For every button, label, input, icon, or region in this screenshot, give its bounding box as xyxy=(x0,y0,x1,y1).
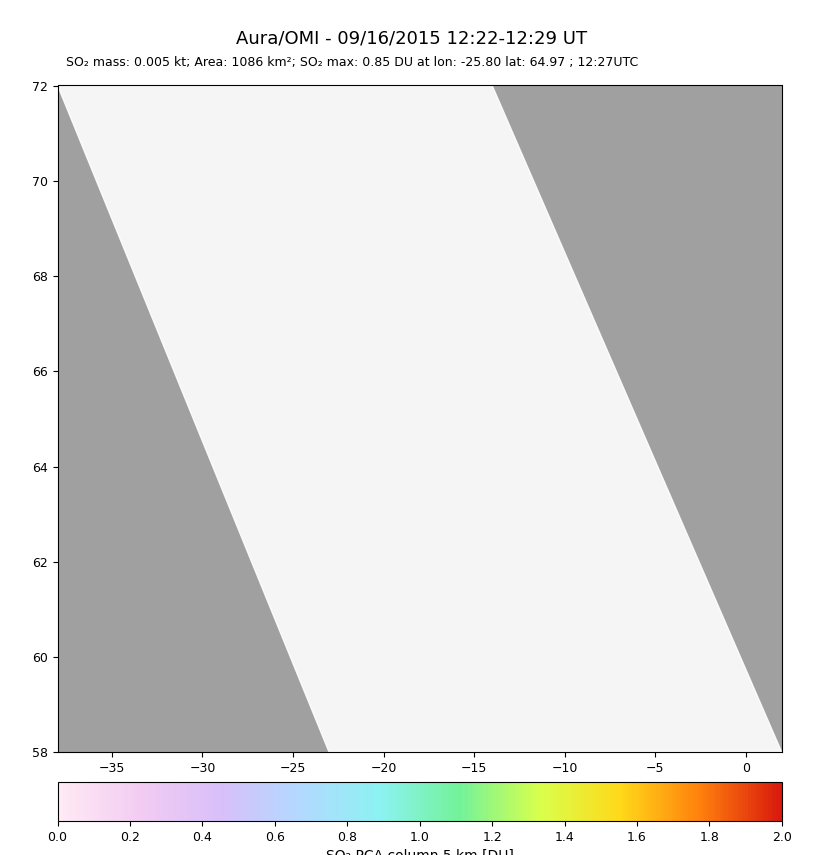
X-axis label: SO₂ PCA column 5 km [DU]: SO₂ PCA column 5 km [DU] xyxy=(326,849,514,855)
Text: Aura/OMI - 09/16/2015 12:22-12:29 UT: Aura/OMI - 09/16/2015 12:22-12:29 UT xyxy=(236,30,587,48)
Text: SO₂ mass: 0.005 kt; Area: 1086 km²; SO₂ max: 0.85 DU at lon: -25.80 lat: 64.97 ;: SO₂ mass: 0.005 kt; Area: 1086 km²; SO₂ … xyxy=(66,56,638,68)
Polygon shape xyxy=(58,86,782,752)
